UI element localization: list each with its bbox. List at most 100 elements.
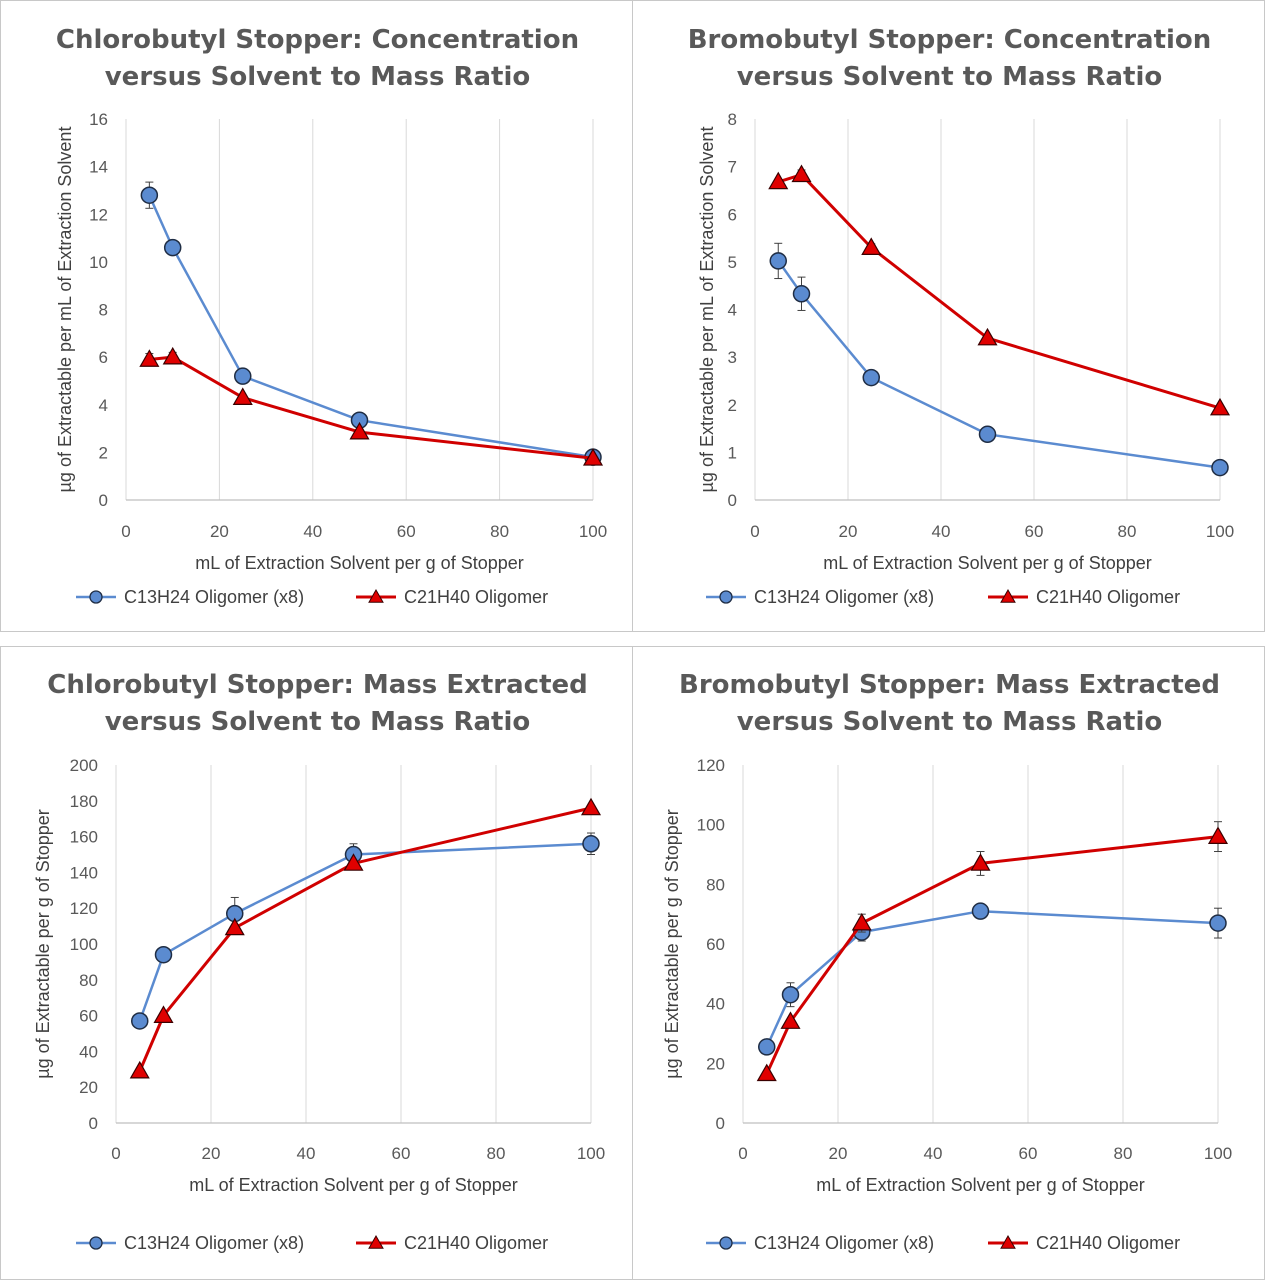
x-tick-label: 60 xyxy=(397,522,416,541)
y-tick-label: 6 xyxy=(99,348,108,367)
x-tick-label: 100 xyxy=(1206,522,1234,541)
series-c13h24-oligomer-x8 xyxy=(140,181,602,466)
x-tick-label: 60 xyxy=(1019,1144,1038,1163)
chart-title-line: Bromobutyl Stopper: Mass Extracted xyxy=(679,670,1220,700)
data-point-triangle xyxy=(977,327,998,346)
legend-label: C13H24 Oligomer (x8) xyxy=(754,587,934,607)
legend-label: C21H40 Oligomer xyxy=(404,587,548,607)
x-tick-label: 20 xyxy=(829,1144,848,1163)
series-c13h24-oligomer-x8 xyxy=(758,902,1227,1056)
y-tick-label: 0 xyxy=(99,491,108,510)
series-line-c13h24-oligomer-x8 xyxy=(765,909,1219,1048)
y-tick-label: 200 xyxy=(70,756,98,775)
y-tick-label: 60 xyxy=(706,935,725,954)
data-point-triangle xyxy=(861,237,882,255)
y-tick-label: 2 xyxy=(728,396,737,415)
series-c13h24-oligomer-x8 xyxy=(131,832,600,1030)
x-tick-label: 80 xyxy=(487,1144,506,1163)
data-point-circle xyxy=(582,835,600,853)
legend-entry: C21H40 Oligomer xyxy=(356,587,548,607)
y-tick-label: 1 xyxy=(728,443,737,462)
y-tick-label: 140 xyxy=(70,863,98,882)
data-point-circle xyxy=(163,238,182,257)
y-tick-label: 3 xyxy=(728,348,737,367)
legend-marker-circle xyxy=(89,590,103,604)
y-tick-label: 40 xyxy=(79,1042,98,1061)
chart-title-line: versus Solvent to Mass Ratio xyxy=(105,707,531,737)
series-c21h40-oligomer xyxy=(139,346,604,466)
data-point-circle xyxy=(758,1038,776,1056)
y-tick-label: 80 xyxy=(706,875,725,894)
x-tick-label: 40 xyxy=(932,522,951,541)
y-tick-label: 10 xyxy=(89,253,108,272)
series-c21h40-oligomer xyxy=(756,821,1229,1082)
legend-label: C13H24 Oligomer (x8) xyxy=(124,587,304,607)
chart-title-line: Chlorobutyl Stopper: Concentration xyxy=(56,25,579,55)
x-tick-label: 80 xyxy=(1118,522,1137,541)
y-tick-label: 20 xyxy=(706,1054,725,1073)
y-tick-label: 6 xyxy=(728,205,737,224)
data-point-triangle xyxy=(343,853,364,871)
data-point-circle xyxy=(971,902,990,920)
legend-label: C13H24 Oligomer (x8) xyxy=(754,1233,934,1253)
data-point-circle xyxy=(792,285,811,303)
data-point-triangle xyxy=(756,1063,777,1082)
y-tick-label: 0 xyxy=(728,491,737,510)
y-axis-label: µg of Extractable per mL of Extraction S… xyxy=(55,127,75,493)
legend-entry: C21H40 Oligomer xyxy=(988,1233,1180,1253)
legend-entry: C13H24 Oligomer (x8) xyxy=(706,1233,934,1253)
y-tick-label: 8 xyxy=(99,301,108,320)
x-tick-label: 0 xyxy=(121,522,130,541)
chart-title-line: Bromobutyl Stopper: Concentration xyxy=(688,25,1212,55)
y-tick-label: 160 xyxy=(70,828,98,847)
x-axis-label: mL of Extraction Solvent per g of Stoppe… xyxy=(189,1175,518,1195)
chart-panel-chlorobutyl-mass: Chlorobutyl Stopper: Mass Extracted versu… xyxy=(0,646,633,1280)
x-tick-label: 60 xyxy=(1025,522,1044,541)
series-line-c13h24-oligomer-x8 xyxy=(148,194,594,459)
y-tick-label: 0 xyxy=(89,1114,98,1133)
y-tick-label: 4 xyxy=(728,301,737,320)
data-point-triangle xyxy=(768,171,789,190)
series-line-c13h24-oligomer-x8 xyxy=(777,260,1221,469)
data-point-triangle xyxy=(139,349,160,367)
data-point-circle xyxy=(131,1012,149,1030)
data-point-triangle xyxy=(129,1060,150,1079)
data-point-triangle xyxy=(970,853,991,871)
x-tick-label: 100 xyxy=(577,1144,605,1163)
chart-panel-chlorobutyl-concentration: Chlorobutyl Stopper: Concentration versus… xyxy=(0,0,633,632)
y-axis-label: µg of Extractable per g of Stopper xyxy=(33,809,53,1079)
legend-marker-circle xyxy=(89,1236,103,1250)
data-point-circle xyxy=(140,186,159,204)
legend-label: C21H40 Oligomer xyxy=(1036,587,1180,607)
data-point-triangle xyxy=(791,164,812,183)
y-tick-label: 12 xyxy=(89,205,108,224)
y-tick-label: 120 xyxy=(70,899,98,918)
legend-entry: C21H40 Oligomer xyxy=(356,1233,548,1253)
legend-label: C21H40 Oligomer xyxy=(1036,1233,1180,1253)
x-tick-label: 0 xyxy=(750,522,759,541)
legend-entry: C21H40 Oligomer xyxy=(988,587,1180,607)
data-point-circle xyxy=(1209,914,1227,932)
y-tick-label: 120 xyxy=(697,756,725,775)
data-point-triangle xyxy=(153,1005,174,1023)
chart-title-line: versus Solvent to Mass Ratio xyxy=(105,62,531,92)
y-tick-label: 16 xyxy=(89,110,108,129)
data-point-triangle xyxy=(780,1011,801,1029)
x-axis-label: mL of Extraction Solvent per g of Stoppe… xyxy=(816,1175,1145,1195)
chart-svg: Chlorobutyl Stopper: Mass Extracted versu… xyxy=(33,670,605,1253)
x-tick-label: 0 xyxy=(738,1144,747,1163)
x-tick-label: 40 xyxy=(303,522,322,541)
y-tick-label: 0 xyxy=(716,1114,725,1133)
chart-title-line: versus Solvent to Mass Ratio xyxy=(737,707,1163,737)
x-tick-label: 20 xyxy=(210,522,229,541)
data-point-triangle xyxy=(1207,826,1229,844)
x-tick-label: 20 xyxy=(839,522,858,541)
legend-marker-circle xyxy=(719,590,733,604)
x-tick-label: 100 xyxy=(579,522,607,541)
y-tick-label: 180 xyxy=(70,792,98,811)
series-line-c21h40-oligomer xyxy=(149,355,594,460)
x-axis-label: mL of Extraction Solvent per g of Stoppe… xyxy=(823,553,1152,573)
series-c21h40-oligomer xyxy=(768,164,1231,416)
legend-label: C13H24 Oligomer (x8) xyxy=(124,1233,304,1253)
